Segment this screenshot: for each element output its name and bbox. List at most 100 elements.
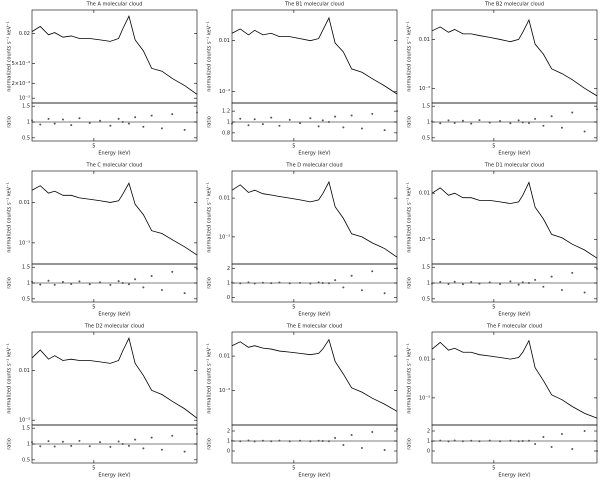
ratio-point	[499, 440, 502, 443]
x-tick-label: 5	[292, 144, 295, 150]
y-tick-label: 0.01	[219, 196, 230, 202]
x-tick-label: 5	[292, 466, 295, 472]
ratio-point	[596, 108, 598, 111]
ratio-point	[371, 112, 374, 115]
y-tick-label: 0.01	[19, 200, 30, 206]
ratio-point	[478, 119, 481, 122]
y-tick-label: 10⁻³	[419, 86, 430, 92]
ratio-point	[231, 122, 233, 125]
ratio-point	[527, 121, 530, 124]
panel-title: The A molecular cloud	[86, 2, 143, 8]
ratio-point	[517, 440, 520, 443]
spectrum-line	[31, 15, 198, 95]
ratio-point	[88, 445, 91, 448]
y-tick-label: 10⁻³	[219, 388, 230, 394]
ratio-point	[470, 439, 473, 442]
y-tick-label: 0.5	[422, 135, 430, 141]
spectrum-line	[431, 181, 598, 259]
ratio-point	[517, 283, 520, 286]
ratio-point	[360, 447, 363, 449]
ratio-point	[270, 282, 273, 285]
y-tick-label: 10⁻³	[419, 237, 430, 243]
ratio-point	[350, 114, 353, 117]
y-tick-label: 0.01	[419, 37, 430, 43]
y-tick-label: 0.02	[19, 31, 30, 37]
y-tick-label: 1	[427, 120, 430, 126]
ratio-point	[39, 445, 42, 448]
y-axis-label: normalized counts s⁻¹ keV⁻¹	[407, 182, 413, 252]
ratio-point	[327, 440, 330, 443]
ratio-point	[109, 124, 112, 127]
y-axis-label: normalized counts s⁻¹ keV⁻¹	[7, 343, 13, 413]
ratio-point	[571, 448, 574, 450]
x-axis-label: Energy (keV)	[298, 473, 330, 479]
ratio-point	[109, 445, 112, 448]
ratio-point	[309, 117, 312, 120]
y-tick-label: 2×10⁻³	[12, 81, 30, 87]
plot-frame	[431, 170, 598, 265]
ratio-point	[117, 117, 120, 120]
plot-frame	[431, 331, 598, 426]
y-axis-label: normalized counts s⁻¹ keV⁻¹	[207, 21, 213, 91]
ratio-point	[321, 282, 324, 284]
ratio-point	[31, 441, 33, 444]
y-axis-label: ratio	[7, 277, 13, 289]
ratio-point	[521, 440, 524, 442]
ratio-point	[439, 281, 442, 284]
ratio-point	[571, 271, 574, 274]
ratio-point	[61, 440, 64, 443]
ratio-point	[461, 440, 464, 443]
ratio-point	[99, 119, 102, 122]
ratio-point	[270, 116, 273, 119]
ratio-point	[247, 439, 250, 442]
ratio-point	[61, 281, 64, 284]
ratio-point	[134, 278, 137, 281]
ratio-point	[342, 286, 345, 289]
y-tick-label: 0.01	[219, 354, 230, 360]
ratio-point	[453, 280, 456, 283]
ratio-point	[121, 121, 124, 123]
ratio-point	[521, 121, 524, 124]
x-axis-label: Energy (keV)	[98, 151, 130, 157]
ratio-point	[150, 436, 153, 439]
y-tick-label: 0.5	[422, 296, 430, 302]
ratio-point	[31, 280, 33, 283]
ratio-point	[321, 440, 324, 442]
spectrum-line	[231, 180, 398, 258]
y-tick-label: 0.01	[219, 38, 230, 44]
panel-title: The D molecular cloud	[285, 163, 342, 169]
ratio-point	[431, 120, 433, 123]
ratio-point	[196, 267, 198, 270]
ratio-point	[160, 288, 163, 291]
ratio-point	[571, 111, 574, 114]
ratio-point	[447, 440, 450, 443]
ratio-point	[334, 115, 337, 118]
y-tick-label: 0.01	[419, 191, 430, 197]
ratio-point	[534, 278, 537, 281]
ratio-point	[183, 450, 186, 453]
panel-title: The F molecular cloud	[486, 324, 542, 330]
ratio-point	[453, 439, 456, 442]
x-axis-label: Energy (keV)	[98, 473, 130, 479]
ratio-point	[447, 119, 450, 122]
ratio-point	[431, 440, 433, 443]
panel-title: The E molecular cloud	[286, 324, 343, 330]
ratio-point	[99, 441, 102, 444]
ratio-point	[288, 282, 291, 285]
ratio-point	[78, 439, 81, 442]
plot-frame	[31, 170, 198, 265]
y-axis-label: ratio	[407, 438, 413, 450]
ratio-point	[488, 121, 491, 124]
ratio-point	[521, 281, 524, 284]
ratio-point	[53, 283, 56, 286]
ratio-point	[396, 428, 398, 430]
y-axis-label: normalized counts s⁻¹ keV⁻¹	[407, 21, 413, 91]
y-tick-label: 1	[27, 281, 30, 287]
ratio-point	[439, 122, 442, 125]
ratio-point	[47, 279, 50, 282]
ratio-point	[239, 440, 242, 443]
ratio-point	[350, 434, 353, 436]
y-tick-label: 2	[227, 429, 230, 435]
ratio-point	[150, 114, 153, 117]
ratio-point	[253, 282, 256, 285]
